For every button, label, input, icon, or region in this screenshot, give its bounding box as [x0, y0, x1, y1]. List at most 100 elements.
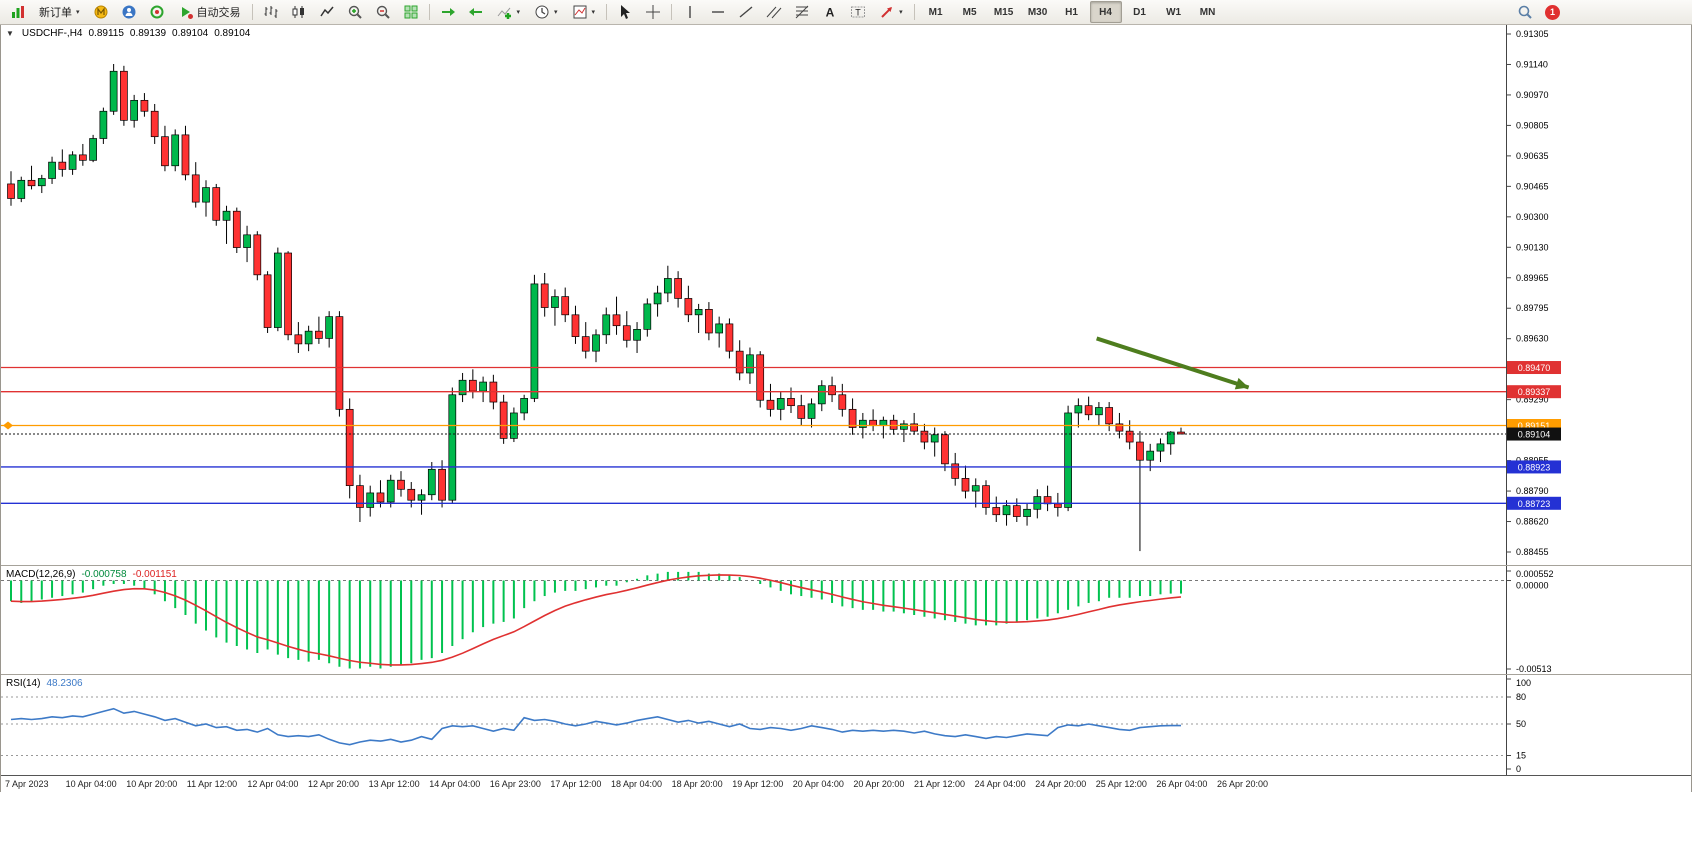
- trendline-icon[interactable]: [733, 1, 759, 23]
- autotrade-icon: [181, 7, 193, 19]
- macd-pane[interactable]: 0.000552 0.00000 -0.00513 MACD(12,26,9) -0…: [1, 565, 1691, 674]
- candle-up: [89, 138, 97, 161]
- candle-up: [817, 385, 826, 405]
- candle-down: [140, 99, 149, 112]
- price-tag-label: 0.89104: [1518, 430, 1551, 440]
- rsi-scale-label: 80: [1516, 692, 1526, 702]
- chart-shift-icon[interactable]: [463, 1, 489, 23]
- line-chart-icon[interactable]: [314, 1, 340, 23]
- arrows-button[interactable]: ▾: [873, 1, 909, 23]
- new-order-button[interactable]: 新订单 ▾: [33, 1, 86, 23]
- templates-button[interactable]: ▾: [566, 1, 602, 23]
- time-label: 18 Apr 20:00: [671, 779, 723, 789]
- vertical-line-icon[interactable]: [677, 1, 703, 23]
- mql-icon[interactable]: [88, 1, 114, 23]
- candle-down: [725, 323, 734, 352]
- chevron-down-icon: ▾: [76, 9, 80, 16]
- timeframe-mn[interactable]: MN: [1199, 6, 1216, 18]
- candle-up: [1166, 431, 1175, 445]
- price-scale-label: 0.90130: [1516, 242, 1549, 252]
- price-scale-label: 0.90300: [1516, 212, 1549, 222]
- candle-up: [222, 210, 231, 221]
- candle-down: [982, 485, 990, 508]
- price-tag: [1507, 496, 1561, 510]
- timeframe-m1[interactable]: M1: [928, 6, 943, 18]
- candle-down: [438, 468, 446, 501]
- candle-down: [284, 252, 292, 336]
- candle-down: [27, 179, 36, 187]
- candle-up: [458, 379, 467, 396]
- support-icon[interactable]: [144, 1, 170, 23]
- candle-down: [294, 334, 303, 345]
- candle-down: [1105, 407, 1114, 425]
- candle-up: [858, 419, 867, 428]
- candle-up: [1064, 412, 1072, 508]
- candle-down: [941, 434, 949, 465]
- price-scale-label: 0.90635: [1516, 151, 1549, 161]
- channel-icon[interactable]: [761, 1, 787, 23]
- timeframe-m30[interactable]: M30: [1027, 6, 1048, 18]
- candle-down: [540, 283, 549, 308]
- timeframe-m15[interactable]: M15: [993, 6, 1014, 18]
- community-icon[interactable]: [116, 1, 142, 23]
- time-axis[interactable]: 7 Apr 2023 10 Apr 04:00 10 Apr 20:00 11 Apr…: [1, 775, 1691, 792]
- price-tag-label: 0.89337: [1518, 387, 1551, 397]
- macd-signal-line: [10, 574, 1182, 666]
- timeframe-m5[interactable]: M5: [962, 6, 977, 18]
- rsi-scale-label: 50: [1516, 719, 1526, 729]
- cursor-icon[interactable]: [612, 1, 638, 23]
- notification-badge[interactable]: 1: [1545, 4, 1560, 20]
- candle-up: [930, 434, 939, 443]
- candlestick-chart-icon[interactable]: [286, 1, 312, 23]
- candle-down: [1084, 405, 1093, 416]
- bar-chart-icon[interactable]: [258, 1, 284, 23]
- candle-up: [304, 330, 313, 345]
- autotrade-button[interactable]: 自动交易: [172, 1, 247, 23]
- candle-up: [243, 234, 251, 248]
- candle-down: [961, 478, 970, 492]
- rsi-name: RSI(14): [6, 678, 41, 689]
- quote-low: 0.89104: [172, 28, 209, 39]
- time-label: 13 Apr 12:00: [368, 779, 420, 789]
- zoom-out-icon[interactable]: [370, 1, 396, 23]
- quick-trade-toggle-icon[interactable]: ▼: [6, 29, 14, 38]
- crosshair-icon[interactable]: [640, 1, 666, 23]
- main-chart-canvas[interactable]: 0.91305 0.91140 0.90970 0.90805 0.90635 0.904…: [1, 25, 1692, 565]
- macd-canvas[interactable]: 0.000552 0.00000 -0.00513: [1, 566, 1692, 674]
- chevron-down-icon: ▾: [554, 9, 558, 16]
- search-icon[interactable]: [1512, 1, 1538, 23]
- trend-arrow[interactable]: [1096, 336, 1250, 390]
- new-order-chart-icon[interactable]: [5, 1, 31, 23]
- auto-scroll-icon[interactable]: [435, 1, 461, 23]
- chart-window: 0.91305 0.91140 0.90970 0.90805 0.90635 0.904…: [0, 25, 1692, 792]
- candle-up: [68, 154, 77, 170]
- timeframe-h4[interactable]: H4: [1089, 1, 1122, 23]
- rsi-pane[interactable]: 100 80 50 15 0 RSI(14) 48.2306: [1, 674, 1691, 775]
- candle-up: [417, 494, 426, 501]
- timeframe-w1[interactable]: W1: [1166, 6, 1182, 18]
- rsi-canvas[interactable]: 100 80 50 15 0: [1, 675, 1692, 775]
- text-icon[interactable]: A: [817, 1, 843, 23]
- text-label-icon[interactable]: T: [845, 1, 871, 23]
- timeframe-h1[interactable]: H1: [1065, 6, 1078, 18]
- candle-down: [263, 274, 272, 328]
- candle-down: [181, 134, 190, 176]
- indicators-button[interactable]: ▾: [491, 1, 527, 23]
- price-tag-label: 0.88723: [1518, 499, 1551, 509]
- periods-button[interactable]: ▾: [528, 1, 564, 23]
- candle-down: [1136, 441, 1144, 461]
- zoom-in-icon[interactable]: [342, 1, 368, 23]
- candle-down: [315, 330, 323, 339]
- timeframe-d1[interactable]: D1: [1133, 6, 1146, 18]
- time-label: 12 Apr 20:00: [308, 779, 360, 789]
- candle-up: [1074, 405, 1083, 414]
- candle-up: [592, 334, 600, 352]
- tile-windows-icon[interactable]: [398, 1, 424, 23]
- horizontal-line-icon[interactable]: [705, 1, 731, 23]
- fibonacci-icon[interactable]: [789, 1, 815, 23]
- price-scale-label: 0.89965: [1516, 273, 1549, 283]
- main-chart-pane[interactable]: 0.91305 0.91140 0.90970 0.90805 0.90635 0.904…: [1, 25, 1691, 565]
- price-tag: [1507, 361, 1561, 375]
- time-label: 7 Apr 2023: [5, 779, 49, 789]
- time-label: 10 Apr 20:00: [126, 779, 178, 789]
